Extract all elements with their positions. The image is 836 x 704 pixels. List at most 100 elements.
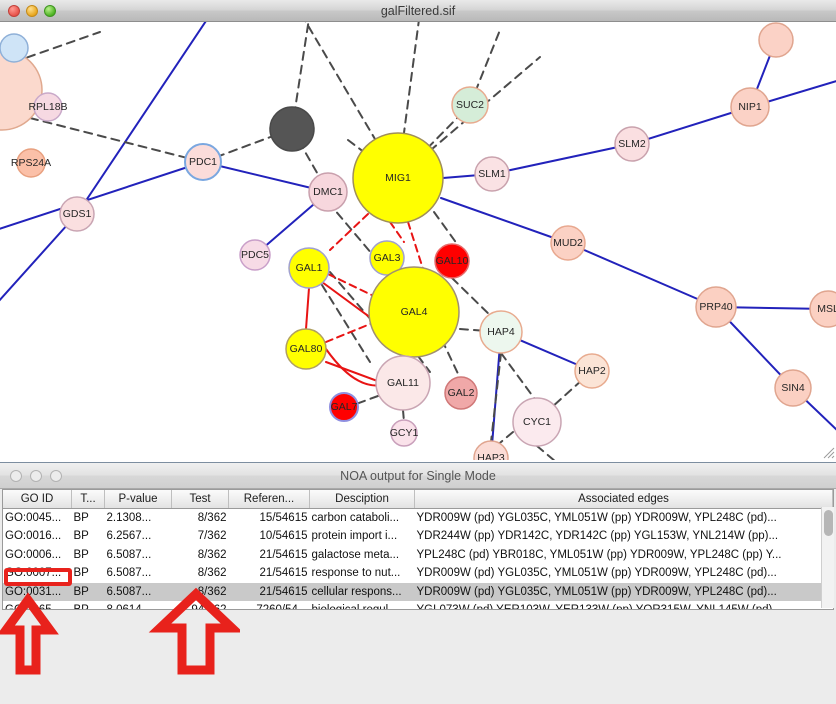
edge-highlight-dashed <box>329 213 369 251</box>
cell-p-value: 8.0614... <box>105 601 172 609</box>
graph-node[interactable] <box>33 92 63 122</box>
graph-node[interactable] <box>614 126 650 162</box>
cell-description: protein import i... <box>311 530 398 543</box>
cell-associated-edges: YDR244W (pp) YDR142C, YDR142C (pp) YGL15… <box>416 530 779 543</box>
graph-node[interactable] <box>0 49 43 131</box>
edge-pd <box>490 352 502 443</box>
edge-pd <box>433 211 461 249</box>
edge-pp <box>491 143 633 175</box>
graph-node[interactable] <box>0 33 29 63</box>
edge-pd <box>355 395 379 405</box>
edge-pp <box>202 161 329 193</box>
graph-node[interactable] <box>16 148 46 178</box>
cell-go-id: GO:0065... <box>3 601 72 609</box>
cell-p-value: 6.5087... <box>106 548 152 561</box>
graph-node[interactable] <box>184 143 222 181</box>
graph-node[interactable] <box>375 355 431 411</box>
graph-node[interactable] <box>479 310 523 354</box>
cell-reference: 21/54615 <box>228 582 310 602</box>
graph-node[interactable] <box>574 353 610 389</box>
close-button[interactable] <box>8 5 20 17</box>
graph-node[interactable] <box>269 106 315 152</box>
column-header-type[interactable]: T... <box>71 490 105 509</box>
cell-type: BP <box>72 601 105 609</box>
edge-highlight <box>325 361 381 383</box>
column-header-test[interactable]: Test <box>171 490 229 509</box>
minimize-button[interactable] <box>26 5 38 17</box>
column-header-p-value[interactable]: P-value <box>104 490 172 509</box>
graph-node[interactable] <box>473 440 509 460</box>
edge-pp <box>0 161 204 230</box>
graph-node[interactable] <box>758 22 794 58</box>
noa-minimize-button[interactable] <box>30 470 42 482</box>
cell-reference: 15/54615 <box>259 512 308 524</box>
table-row[interactable]: GO:0007... BP 6.5087... 8/362 21/54615 respon… <box>3 564 833 582</box>
graph-node[interactable] <box>512 397 562 447</box>
column-header-go-id[interactable]: GO ID <box>3 490 72 509</box>
edge-pd <box>29 117 204 163</box>
cell-p-value: 6.2567... <box>106 530 152 543</box>
window-title: galFiltered.sif <box>380 4 456 18</box>
table-body: GO:0045... BP 2.1308... 8/362 15/54615 carbon… <box>3 509 833 609</box>
table-header-row: GO ID T... P-value Test Referen... Desci… <box>3 490 833 509</box>
cell-test: 8/362 <box>197 512 227 524</box>
scrollbar-thumb[interactable] <box>824 510 833 536</box>
results-table: GO ID T... P-value Test Referen... Desci… <box>3 490 833 609</box>
cell-type: BP <box>73 530 89 543</box>
edge-pp <box>631 106 751 145</box>
graph-node[interactable] <box>368 266 460 358</box>
table-row[interactable]: GO:0006... BP 6.5087... 8/362 21/54615 galact… <box>3 546 833 564</box>
results-table-container[interactable]: GO ID T... P-value Test Referen... Desci… <box>2 489 834 610</box>
node-layer: RPL18B RPS24A GDS1 PDC1 PDC5 DMC1 SUC2 M… <box>0 22 836 460</box>
graph-node[interactable] <box>352 132 444 224</box>
table-row[interactable]: GO:0031... BP 6.5087... 8/362 21/54615 cellul… <box>3 582 833 602</box>
graph-node[interactable] <box>451 86 489 124</box>
edge-pp <box>76 22 207 215</box>
cell-go-id: GO:0016... <box>5 530 62 543</box>
graph-node[interactable] <box>285 328 327 370</box>
graph-node[interactable] <box>308 172 348 212</box>
cell-type: BP <box>71 582 105 602</box>
column-header-associated-edges[interactable]: Associated edges <box>414 490 833 509</box>
edge-highlight-dashed <box>407 221 425 273</box>
table-row[interactable]: GO:0065...BP8.0614...94/3627260/54...bio… <box>3 601 833 609</box>
graph-node[interactable] <box>550 225 586 261</box>
noa-close-button[interactable] <box>10 470 22 482</box>
table-vertical-scrollbar[interactable] <box>821 507 834 608</box>
edge-pd <box>536 445 556 460</box>
noa-titlebar: NOA output for Single Mode <box>0 463 836 489</box>
graph-node[interactable] <box>695 286 737 328</box>
noa-zoom-button[interactable] <box>50 470 62 482</box>
cell-go-id: GO:0006... <box>5 548 62 561</box>
column-header-reference[interactable]: Referen... <box>228 490 310 509</box>
resize-grip-icon[interactable] <box>822 446 835 459</box>
column-header-description[interactable]: Desciption <box>309 490 415 509</box>
edge-pd <box>451 277 498 323</box>
edge-pd <box>500 352 538 403</box>
network-canvas[interactable]: RPL18B RPS24A GDS1 PDC1 PDC5 DMC1 SUC2 M… <box>0 22 836 460</box>
graph-node[interactable] <box>730 87 770 127</box>
graph-node[interactable] <box>434 243 470 279</box>
cell-test: 8/362 <box>197 567 227 580</box>
edge-pp <box>440 197 569 244</box>
zoom-button[interactable] <box>44 5 56 17</box>
graph-node[interactable] <box>444 376 478 410</box>
graph-node[interactable] <box>774 369 812 407</box>
graph-node[interactable] <box>474 156 510 192</box>
cell-description: galactose meta... <box>311 548 400 561</box>
graph-node[interactable] <box>329 392 359 422</box>
edge-pp <box>567 242 717 308</box>
cell-description: response to nut... <box>311 567 401 580</box>
graph-node[interactable] <box>390 419 418 447</box>
cell-description: carbon cataboli... <box>311 512 400 524</box>
table-row[interactable]: GO:0016... BP 6.2567... 7/362 10/54615 protei… <box>3 527 833 545</box>
graph-node[interactable] <box>59 196 95 232</box>
table-row[interactable]: GO:0045... BP 2.1308... 8/362 15/54615 carbon… <box>3 509 833 528</box>
graph-node[interactable] <box>239 239 271 271</box>
graph-node[interactable] <box>809 290 836 328</box>
edge-highlight-dashed <box>389 221 405 243</box>
cell-p-value: 2.1308... <box>106 512 152 524</box>
graph-node[interactable] <box>369 240 405 276</box>
graph-node[interactable] <box>288 247 330 289</box>
noa-dialog: NOA output for Single Mode GO ID T... P-… <box>0 462 836 704</box>
